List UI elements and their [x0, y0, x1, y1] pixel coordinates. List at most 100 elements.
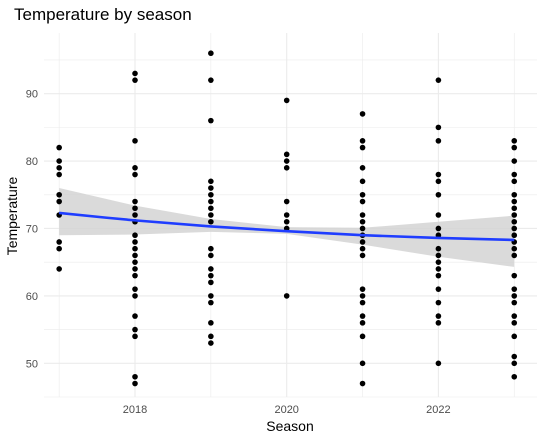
data-point [132, 205, 138, 212]
data-point [435, 320, 442, 326]
y-tick-label: 50 [26, 358, 38, 370]
data-point [208, 293, 214, 299]
data-point [56, 266, 62, 272]
y-tick-label: 80 [26, 156, 38, 168]
data-point [359, 333, 366, 340]
data-point [435, 360, 442, 367]
data-point [435, 272, 442, 279]
data-point [283, 293, 290, 299]
data-point [132, 380, 138, 387]
data-point [208, 320, 214, 326]
data-point [511, 232, 518, 239]
data-point [435, 299, 442, 306]
data-point [359, 178, 366, 185]
data-point [359, 144, 366, 151]
data-point [359, 380, 366, 387]
data-point [208, 198, 214, 205]
data-point [283, 97, 290, 104]
data-point [56, 198, 62, 205]
data-point [359, 299, 366, 306]
data-point [56, 245, 62, 252]
data-point [435, 212, 442, 218]
data-point [283, 198, 290, 205]
data-point [132, 252, 138, 259]
x-axis-title: Season [266, 418, 313, 434]
data-point [132, 286, 138, 292]
tick-labels: 2018 2020 2022 50 60 70 80 90 [26, 89, 451, 416]
data-point [511, 360, 518, 367]
data-point [132, 171, 138, 178]
data-point [208, 272, 214, 279]
data-point [132, 77, 138, 83]
data-point [359, 245, 366, 252]
data-point [435, 138, 442, 144]
data-point [132, 333, 138, 340]
data-point [56, 158, 62, 164]
data-point [511, 225, 518, 232]
data-point [511, 205, 518, 212]
data-point [359, 360, 366, 367]
data-point [511, 245, 518, 252]
trend-line-layer [59, 211, 515, 242]
data-point [511, 171, 518, 178]
data-point [511, 144, 518, 151]
data-point [359, 320, 366, 326]
data-point [208, 340, 214, 346]
data-point [435, 191, 442, 198]
data-point [511, 353, 518, 360]
y-tick-label: 60 [26, 291, 38, 303]
data-point [132, 232, 138, 239]
data-point [283, 212, 290, 218]
data-point [359, 111, 366, 117]
data-point [208, 218, 214, 225]
data-point [511, 286, 518, 292]
data-point [511, 333, 518, 340]
data-point [511, 299, 518, 306]
data-point [132, 245, 138, 252]
data-point [283, 151, 290, 158]
data-point [511, 252, 518, 259]
data-point [511, 218, 518, 225]
data-point [359, 138, 366, 144]
data-point [56, 239, 62, 245]
data-point [511, 320, 518, 326]
data-point [359, 293, 366, 299]
data-point [132, 212, 138, 218]
data-point [511, 272, 518, 279]
data-point [283, 218, 290, 225]
data-point [511, 138, 518, 144]
x-tick-label: 2018 [123, 404, 147, 416]
data-point [56, 144, 62, 151]
data-point [208, 117, 214, 124]
data-point [208, 50, 214, 57]
data-point [208, 191, 214, 198]
trend-line [59, 211, 515, 242]
data-point [208, 299, 214, 306]
data-point [435, 225, 442, 232]
chart-title: Temperature by season [14, 5, 192, 24]
x-tick-label: 2022 [426, 404, 450, 416]
data-point [359, 165, 366, 171]
data-point [208, 252, 214, 259]
data-point [359, 218, 366, 225]
data-point [283, 165, 290, 171]
data-point [435, 245, 442, 252]
data-point [359, 198, 366, 205]
data-point [511, 293, 518, 299]
data-point [435, 259, 442, 265]
data-point [435, 171, 442, 178]
data-point [511, 373, 518, 380]
data-point [208, 185, 214, 191]
data-point [208, 178, 214, 185]
data-point [56, 165, 62, 171]
data-point [511, 191, 518, 198]
data-point [283, 158, 290, 164]
data-point [208, 205, 214, 212]
data-point [511, 212, 518, 218]
data-point [511, 198, 518, 205]
data-point [511, 313, 518, 319]
data-point [435, 266, 442, 272]
data-point [359, 313, 366, 319]
data-point [132, 266, 138, 272]
